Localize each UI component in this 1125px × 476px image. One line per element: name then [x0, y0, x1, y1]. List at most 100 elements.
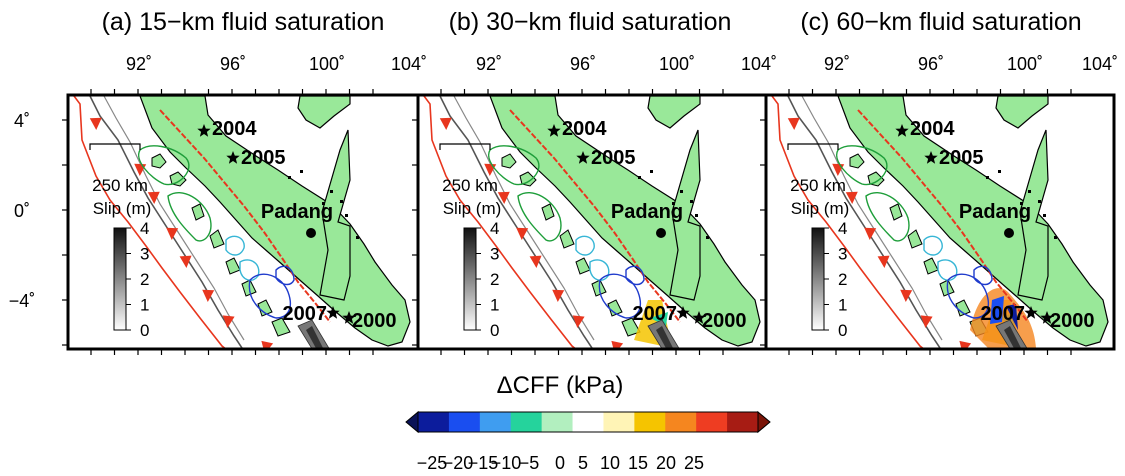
colorbar-under-arrow [405, 410, 419, 434]
colorbar-tick-label: 25 [684, 453, 704, 473]
sunda-trench [770, 95, 926, 349]
islet [998, 170, 1001, 173]
longitude-label: 96˚ [570, 54, 596, 74]
city-dot-padang [1004, 228, 1014, 238]
trench-triangle [529, 255, 542, 268]
slip-legend-bar [113, 227, 127, 331]
borneo-land [669, 129, 701, 301]
slab-contour [453, 95, 595, 341]
slab-contour [801, 95, 943, 341]
event-label-2007: 2007 [633, 303, 678, 325]
dcff-positive-lobe [970, 288, 1036, 348]
map-panel-2: (b) 30−km fluid saturation 92˚ 96˚ 100˚ 104˚… [412, 8, 777, 355]
city-label-padang: Padang [611, 201, 683, 223]
longitude-label: 92˚ [824, 54, 850, 74]
colorbar-tick-label: 20 [656, 453, 676, 473]
sumatran-fault [159, 109, 331, 323]
colorbar-title: ΔCFF (kPa) [497, 372, 624, 399]
longitude-label: 104˚ [1082, 54, 1118, 74]
slip-legend-label: 2 [490, 270, 499, 289]
sumatran-fault [857, 109, 1029, 323]
trench-triangle [845, 191, 858, 204]
slip-legend-label: 1 [140, 296, 149, 315]
island [541, 203, 555, 221]
islet [288, 176, 291, 179]
slip-contour-2007 [923, 235, 958, 281]
colorbar-tick-label: −20 [443, 453, 474, 473]
islet [1028, 190, 1031, 193]
islet [690, 200, 693, 203]
trench-triangle [516, 227, 529, 240]
slab-contour [89, 95, 244, 349]
malay-land [995, 95, 1049, 129]
slip-legend-label: 2 [838, 270, 847, 289]
islet [330, 190, 333, 193]
colorbar-bin [603, 412, 635, 432]
islet [986, 176, 989, 179]
epicenter-star-2000 [342, 311, 356, 324]
island [889, 203, 903, 221]
island [559, 229, 575, 249]
slip-contour-2007 [225, 235, 260, 281]
trench-triangle [920, 315, 933, 328]
longitude-label: 104˚ [741, 54, 777, 74]
colorbar-over-arrow [757, 410, 771, 434]
slip-contour-2000 [598, 265, 645, 319]
islet [680, 190, 683, 193]
colorbar-tick-label: 15 [628, 453, 648, 473]
trench-triangle [552, 289, 565, 302]
latitude-label: −4˚ [9, 291, 36, 311]
slip-legend-label: 4 [140, 219, 149, 238]
colorbar-tick-label: −15 [468, 453, 499, 473]
colorbar-tick-label: −25 [417, 453, 448, 473]
slip-legend-label: 4 [490, 219, 499, 238]
sunda-trench [422, 95, 578, 349]
malay-land [297, 95, 351, 129]
epicenter-star-2000 [692, 311, 706, 324]
island [607, 299, 623, 317]
event-label-2005: 2005 [241, 147, 286, 169]
trench-triangle [877, 255, 890, 268]
colorbar-bin [510, 412, 543, 432]
colorbar-bin [634, 412, 666, 432]
epicenter-star-2004 [197, 124, 211, 137]
sumatran-fault [509, 109, 681, 323]
event-label-2004: 2004 [910, 118, 955, 140]
event-label-2000: 2000 [1050, 310, 1095, 332]
scale-bar [439, 143, 491, 150]
trench-triangle [864, 227, 877, 240]
trench-triangle [147, 191, 160, 204]
trench-triangle [222, 315, 235, 328]
island [271, 317, 291, 337]
islet [638, 176, 641, 179]
scale-bar-label: 250 km [790, 176, 846, 195]
islet [1043, 214, 1046, 217]
event-label-2007: 2007 [981, 303, 1026, 325]
island [907, 229, 923, 249]
slip-legend-bar [811, 227, 825, 331]
map-panel-3: (c) 60−km fluid saturation 92˚ 96˚ 100˚ 104˚… [760, 8, 1118, 355]
event-label-2000: 2000 [352, 310, 397, 332]
islet [322, 202, 325, 205]
borneo-land [319, 129, 351, 301]
slip-contour-2000 [248, 265, 295, 319]
longitude-label: 92˚ [476, 54, 502, 74]
dcff-colorbar: ΔCFF (kPa) −25−20−15−10−5 0 5 10 15 20 25 [405, 372, 771, 473]
trench-triangle [497, 191, 510, 204]
city-label-padang: Padang [261, 201, 333, 223]
colorbar-bin [696, 412, 728, 432]
scale-bar-label: 250 km [442, 176, 498, 195]
event-label-2000: 2000 [702, 310, 747, 332]
dcff-negative-lobe [990, 296, 1004, 324]
slip-legend-title: Slip (m) [93, 199, 152, 218]
island [867, 171, 885, 187]
trench-triangle [166, 227, 179, 240]
city-dot-padang [656, 228, 666, 238]
colorbar-bin [479, 412, 512, 432]
slip-legend-label: 3 [140, 245, 149, 264]
event-label-2007: 2007 [283, 303, 328, 325]
latitude-label: 4˚ [14, 111, 30, 131]
island [849, 153, 865, 169]
